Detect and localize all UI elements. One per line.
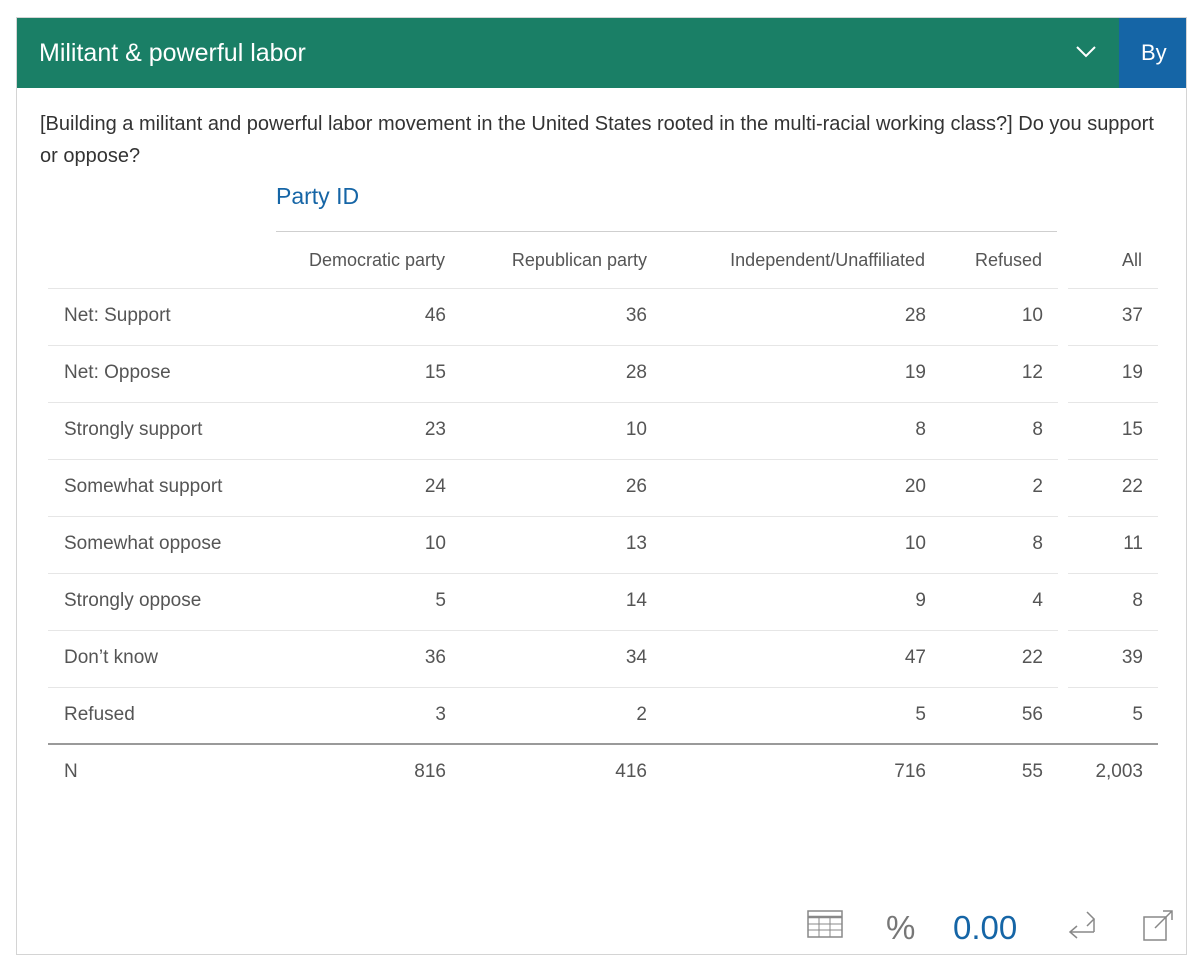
cell-independent: 9: [915, 590, 926, 611]
cell-republican: 13: [625, 533, 647, 554]
separator-gap: [1058, 630, 1068, 632]
separator-gap: [1058, 687, 1068, 689]
separator-gap: [1058, 573, 1068, 575]
cell-independent: 47: [904, 647, 926, 668]
row-separator: [48, 345, 1158, 346]
cell-all: 8: [1132, 590, 1143, 611]
row-label: Somewhat oppose: [64, 533, 222, 554]
card-title: Militant & powerful labor: [39, 39, 306, 67]
table-row: Strongly oppose 5 14 9 4 8: [48, 573, 1158, 630]
column-header-republican: Republican party: [511, 250, 647, 270]
column-header-all: All: [1121, 250, 1142, 270]
decimals-toggle[interactable]: 0.00: [953, 909, 1018, 946]
row-separator: [48, 459, 1158, 460]
cell-refused: 22: [1021, 647, 1043, 668]
cell-republican: 2: [636, 704, 647, 725]
row-separator: [48, 288, 1158, 289]
total-row: N 816 416 716 55 2,003: [48, 743, 1158, 801]
cell-independent: 28: [904, 305, 926, 326]
column-header-independent: Independent/Unaffiliated: [730, 250, 925, 270]
row-separator: [48, 687, 1158, 688]
banner-divider: [276, 231, 1057, 232]
cell-independent: 20: [904, 476, 926, 497]
cell-independent: 19: [904, 362, 926, 383]
row-label: N: [64, 761, 78, 782]
chevron-down-icon[interactable]: [1073, 41, 1099, 63]
row-label: Refused: [64, 704, 135, 725]
table-icon[interactable]: [807, 908, 843, 940]
table-row: Net: Oppose 15 28 19 12 19: [48, 345, 1158, 402]
cell-republican: 34: [625, 647, 647, 668]
row-label: Net: Support: [64, 305, 171, 326]
swap-icon[interactable]: [1065, 908, 1101, 944]
crosstab-card: Militant & powerful labor By [Building a…: [16, 17, 1187, 955]
cell-independent: 8: [915, 419, 926, 440]
column-header-refused: Refused: [974, 250, 1042, 270]
table-row: Somewhat oppose 10 13 10 8 11: [48, 516, 1158, 573]
separator-gap: [1058, 345, 1068, 347]
cell-democratic: 816: [414, 761, 446, 782]
cell-republican: 36: [625, 305, 647, 326]
table-row: Net: Support 46 36 28 10 37: [48, 288, 1158, 345]
cell-republican: 14: [625, 590, 647, 611]
cell-democratic: 46: [424, 305, 446, 326]
cell-all: 37: [1121, 305, 1143, 326]
cell-all: 5: [1132, 704, 1143, 725]
row-separator: [48, 573, 1158, 574]
cell-independent: 716: [894, 761, 926, 782]
cell-republican: 26: [625, 476, 647, 497]
cell-democratic: 36: [424, 647, 446, 668]
cell-refused: 2: [1032, 476, 1043, 497]
separator-gap: [1058, 516, 1068, 518]
percent-toggle[interactable]: %: [886, 909, 916, 946]
cell-refused: 55: [1021, 761, 1043, 782]
export-icon[interactable]: [1141, 908, 1177, 944]
cell-refused: 10: [1021, 305, 1043, 326]
by-tab[interactable]: By: [1119, 18, 1186, 88]
table-row: Strongly support 23 10 8 8 15: [48, 402, 1158, 459]
separator-gap: [1058, 402, 1068, 404]
row-label: Somewhat support: [64, 476, 223, 497]
table-row: Don’t know 36 34 47 22 39: [48, 630, 1158, 687]
cell-refused: 8: [1032, 533, 1043, 554]
table-row: Somewhat support 24 26 20 2 22: [48, 459, 1158, 516]
cell-refused: 12: [1021, 362, 1043, 383]
cell-republican: 28: [625, 362, 647, 383]
cell-all: 19: [1121, 362, 1143, 383]
cell-democratic: 10: [424, 533, 446, 554]
cell-independent: 5: [915, 704, 926, 725]
cell-all: 39: [1121, 647, 1143, 668]
cell-independent: 10: [904, 533, 926, 554]
cell-all: 2,003: [1095, 761, 1143, 782]
cell-refused: 56: [1021, 704, 1043, 725]
banner-label: Party ID: [276, 183, 360, 209]
cell-democratic: 5: [435, 590, 446, 611]
row-label: Don’t know: [64, 647, 158, 668]
row-label: Net: Oppose: [64, 362, 171, 383]
row-separator: [48, 743, 1158, 745]
cell-refused: 4: [1032, 590, 1043, 611]
row-separator: [48, 516, 1158, 517]
row-separator: [48, 630, 1158, 631]
cell-refused: 8: [1032, 419, 1043, 440]
cell-republican: 10: [625, 419, 647, 440]
column-header-democratic: Democratic party: [308, 250, 445, 270]
cell-republican: 416: [615, 761, 647, 782]
card-header: Militant & powerful labor: [17, 18, 1119, 88]
table-row: Refused 3 2 5 56 5: [48, 687, 1158, 744]
cell-democratic: 23: [424, 419, 446, 440]
question-text: [Building a militant and powerful labor …: [40, 113, 1154, 167]
row-label: Strongly support: [64, 419, 203, 440]
cell-democratic: 3: [435, 704, 446, 725]
cell-democratic: 15: [424, 362, 446, 383]
separator-gap: [1058, 288, 1068, 290]
row-separator: [48, 402, 1158, 403]
cell-all: 11: [1123, 533, 1143, 554]
separator-gap: [1058, 459, 1068, 461]
cell-all: 15: [1121, 419, 1143, 440]
row-label: Strongly oppose: [64, 590, 202, 611]
cell-democratic: 24: [424, 476, 446, 497]
cell-all: 22: [1121, 476, 1143, 497]
